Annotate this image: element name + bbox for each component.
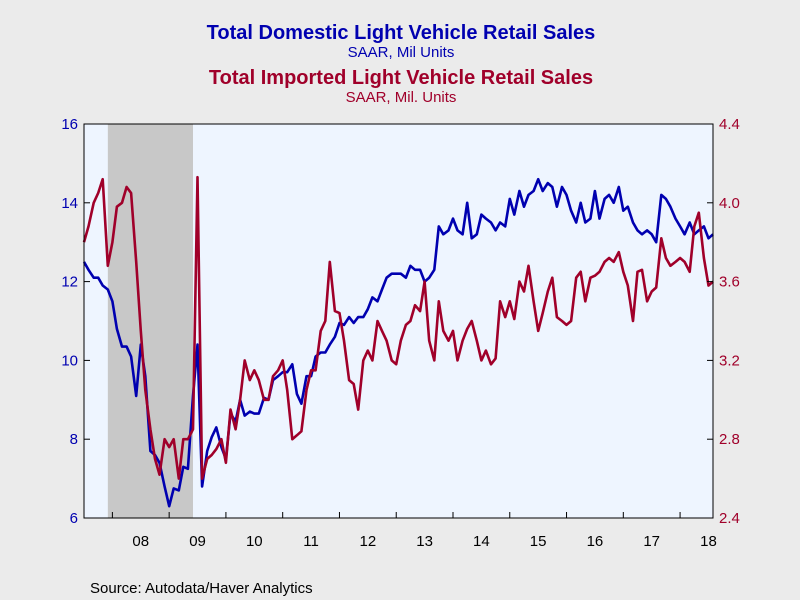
left-tick-label: 12: [61, 274, 78, 291]
imported-title: Total Imported Light Vehicle Retail Sale…: [209, 67, 593, 89]
right-tick-label: 4.4: [719, 116, 740, 133]
left-tick-label: 6: [70, 510, 78, 527]
x-tick-label: 12: [360, 533, 377, 550]
x-tick-label: 10: [246, 533, 263, 550]
left-tick-label: 8: [70, 431, 78, 448]
x-tick-label: 18: [700, 533, 717, 550]
left-tick-label: 16: [61, 116, 78, 133]
x-tick-label: 14: [473, 533, 490, 550]
source-note: Source: Autodata/Haver Analytics: [90, 580, 313, 597]
domestic-title: Total Domestic Light Vehicle Retail Sale…: [207, 22, 596, 44]
x-tick-label: 08: [132, 533, 149, 550]
right-tick-label: 3.6: [719, 274, 740, 291]
chart-titles: Total Domestic Light Vehicle Retail Sale…: [207, 22, 596, 106]
x-tick-label: 13: [416, 533, 433, 550]
x-axis: 08 09 10 11 12 13 14 15 16 17 18: [111, 512, 717, 550]
x-tick-label: 11: [303, 533, 319, 550]
x-tick-label: 16: [587, 533, 604, 550]
right-tick-label: 2.8: [719, 431, 740, 448]
domestic-subtitle: SAAR, Mil Units: [348, 44, 455, 61]
domestic-sales-line: [82, 177, 714, 508]
left-tick-label: 14: [61, 195, 78, 212]
right-axis: 2.4 2.8 3.2 3.6 4.0 4.4: [707, 116, 740, 527]
left-tick-label: 10: [61, 352, 78, 369]
x-tick-label: 17: [643, 533, 660, 550]
right-tick-label: 2.4: [719, 510, 740, 527]
right-tick-label: 4.0: [719, 195, 740, 212]
x-tick-label: 09: [189, 533, 206, 550]
left-axis: 6 8 10 12 14 16: [61, 116, 90, 527]
imported-sales-line: [82, 175, 714, 480]
imported-subtitle: SAAR, Mil. Units: [346, 89, 457, 106]
series-layer: [82, 175, 714, 508]
plot-frame: [83, 123, 714, 519]
x-tick-label: 15: [530, 533, 547, 550]
right-tick-label: 3.2: [719, 352, 740, 369]
